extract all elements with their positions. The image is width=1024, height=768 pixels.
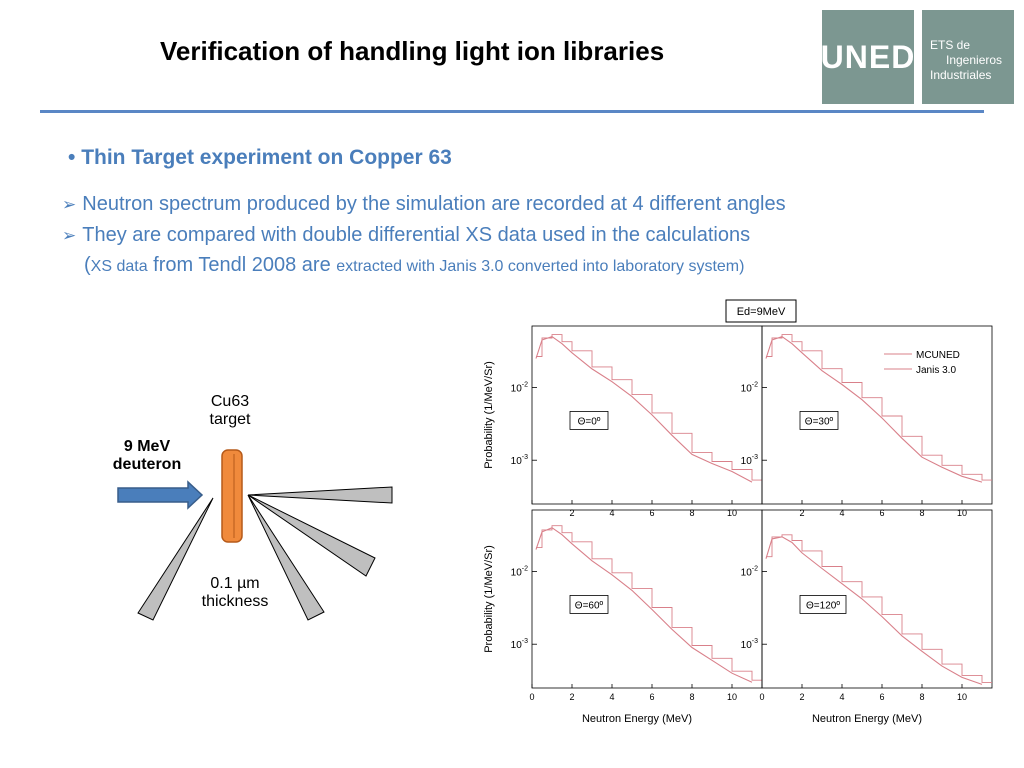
janis-series xyxy=(765,536,983,685)
x-tick-label: 10 xyxy=(727,508,737,518)
ets-logo-line1: ETS de xyxy=(930,38,971,52)
sub-bullet-2: ➢ They are compared with double different… xyxy=(62,224,750,247)
title-divider xyxy=(40,110,984,113)
target-label-line1: Cu63 xyxy=(210,393,250,410)
target-label: Cu63 target xyxy=(198,393,262,429)
angle-label-box xyxy=(799,595,847,614)
angle-label: Θ=0º xyxy=(578,416,601,427)
x-tick-label: 6 xyxy=(879,508,884,518)
panel-frame xyxy=(531,509,763,689)
arrow-bullet-icon: ➢ xyxy=(62,226,77,245)
y-tick-label: 10-2 xyxy=(511,565,528,578)
x-tick-label: 4 xyxy=(609,508,614,518)
neutron-spectrum-chart: Ed=9MeV Probability (1/MeV/Sr) Probability… xyxy=(483,299,993,725)
x-tick-label: 0 xyxy=(529,692,534,702)
sub-bullet-1-text: Neutron spectrum produced by the simulat… xyxy=(82,193,786,215)
ets-logo-line3: Industriales xyxy=(930,68,992,82)
x-tick-label: 6 xyxy=(649,508,654,518)
angle-label: Θ=60º xyxy=(575,600,604,611)
deuteron-beam-arrow xyxy=(117,480,204,510)
x-tick-label: 2 xyxy=(799,692,804,702)
bullet-dot: • xyxy=(68,146,82,169)
x-tick-label: 10 xyxy=(957,508,967,518)
x-tick-label: 4 xyxy=(609,692,614,702)
x-tick-label: 8 xyxy=(689,508,694,518)
y-tick-label: 10-2 xyxy=(511,381,528,394)
angle-label-box xyxy=(799,411,839,430)
ets-logo-line2: Ingenieros xyxy=(946,53,1003,67)
thickness-label-line2: thickness xyxy=(201,593,269,610)
beam-label-line2: deuteron xyxy=(112,456,182,473)
angle-label: Θ=120º xyxy=(806,600,840,611)
x-tick-label: 2 xyxy=(569,692,574,702)
x-tick-label: 6 xyxy=(879,692,884,702)
sub-bullet-2-text: They are compared with double differenti… xyxy=(82,224,751,246)
x-tick-label: 0 xyxy=(759,692,764,702)
y-tick-label: 10-3 xyxy=(511,638,528,651)
x-tick-label: 4 xyxy=(839,508,844,518)
mcuned-series xyxy=(766,534,992,683)
x-tick-label: 6 xyxy=(649,692,654,702)
x-tick-label: 2 xyxy=(799,508,804,518)
beam-label-line1: 9 MeV xyxy=(123,438,171,455)
janis-series xyxy=(765,335,983,483)
detector-cone-30deg xyxy=(247,494,376,577)
thickness-label: 0.1 µm thickness xyxy=(190,575,280,611)
slide-title: Verification of handling light ion libra… xyxy=(160,36,665,66)
x-tick-label: 8 xyxy=(689,692,694,702)
y-tick-label: 10-3 xyxy=(741,454,758,467)
x-tick-label: 8 xyxy=(919,508,924,518)
thickness-label-line1: 0.1 µm xyxy=(210,575,260,592)
x-tick-label: 4 xyxy=(839,692,844,702)
detector-cone-60deg xyxy=(247,494,325,621)
y-axis-label: Probability (1/MeV/Sr) xyxy=(483,545,495,653)
y-tick-label: 10-3 xyxy=(511,454,528,467)
sub3-janis: extracted with Janis 3.0 converted into … xyxy=(336,258,745,275)
bullet-main-text: Thin Target experiment on Copper 63 xyxy=(81,146,452,169)
angle-label-box xyxy=(569,411,609,430)
arrow-bullet-icon: ➢ xyxy=(62,195,77,214)
sub3-xs-data: XS data xyxy=(90,258,148,275)
x-tick-label: 2 xyxy=(569,508,574,518)
janis-series xyxy=(535,335,753,483)
legend-label: MCUNED xyxy=(916,350,960,361)
cu63-target xyxy=(221,449,243,543)
y-tick-label: 10-3 xyxy=(741,638,758,651)
x-tick-label: 8 xyxy=(919,692,924,702)
sub3-open-paren: ( xyxy=(84,254,91,276)
x-axis-label: Neutron Energy (MeV) xyxy=(582,713,692,725)
detector-cone-0deg xyxy=(247,486,393,504)
y-tick-label: 10-2 xyxy=(741,381,758,394)
mcuned-series xyxy=(766,334,992,481)
mcuned-series xyxy=(536,525,762,681)
target-label-line2: target xyxy=(209,411,251,428)
y-axis-label: Probability (1/MeV/Sr) xyxy=(483,361,495,469)
experiment-diagram xyxy=(117,449,393,621)
detector-cone-120deg xyxy=(137,497,214,621)
chart-title: Ed=9MeV xyxy=(737,306,786,318)
janis-series xyxy=(535,527,753,683)
angle-label: Θ=30º xyxy=(805,416,834,427)
sub3-tendl: from Tendl 2008 are xyxy=(147,254,337,276)
y-tick-label: 10-2 xyxy=(741,565,758,578)
uned-logo: UNED xyxy=(820,10,916,104)
x-axis-label: Neutron Energy (MeV) xyxy=(812,713,922,725)
uned-logo-text: UNED xyxy=(820,38,916,75)
panel-frame xyxy=(761,325,993,505)
panel-frame xyxy=(761,509,993,689)
sub-bullet-1: ➢ Neutron spectrum produced by the simula… xyxy=(62,193,786,216)
panel-frame xyxy=(531,325,763,505)
bullet-main: • Thin Target experiment on Copper 63 xyxy=(68,146,452,170)
angle-label-box xyxy=(569,595,609,614)
ets-logo: ETS de Ingenieros Industriales xyxy=(922,10,1014,104)
x-tick-label: 10 xyxy=(957,692,967,702)
x-tick-label: 10 xyxy=(727,692,737,702)
mcuned-series xyxy=(536,334,762,481)
legend-label: Janis 3.0 xyxy=(916,365,956,376)
chart-title-box xyxy=(725,299,797,323)
sub-bullet-3: (XS data from Tendl 2008 are extracted w… xyxy=(84,254,744,277)
beam-label: 9 MeV deuteron xyxy=(102,438,192,474)
